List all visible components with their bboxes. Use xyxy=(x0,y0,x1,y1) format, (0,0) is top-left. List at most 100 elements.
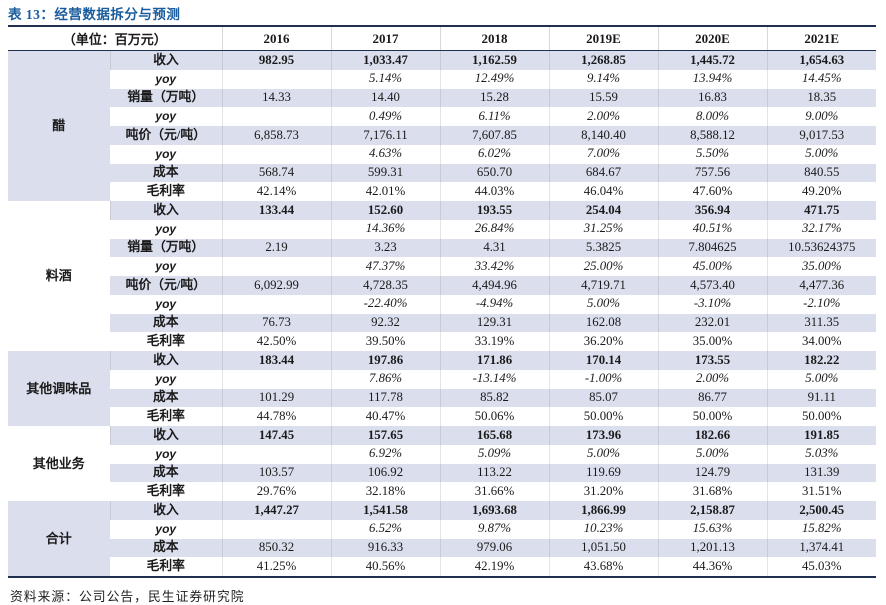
value-cell: 6.52% xyxy=(330,519,441,539)
value-cell: 182.22 xyxy=(766,351,877,370)
value-cell: 26.84% xyxy=(439,219,550,239)
value-cell xyxy=(221,444,332,464)
value-cell: 15.82% xyxy=(766,519,877,539)
value-cell: 18.35 xyxy=(766,88,877,108)
value-cell: 311.35 xyxy=(766,313,877,333)
row-label: yoy xyxy=(155,259,177,274)
value-cell: 5.00% xyxy=(657,444,768,464)
value-cell: 5.03% xyxy=(766,444,877,464)
value-cell: 44.36% xyxy=(657,557,768,577)
value-cell: -13.14% xyxy=(439,369,550,389)
value-cell: 31.68% xyxy=(657,482,768,501)
value-cell: 6.92% xyxy=(330,444,441,464)
value-cell: 599.31 xyxy=(330,163,441,183)
value-cell: 40.51% xyxy=(657,219,768,239)
value-cell: 34.00% xyxy=(766,332,877,351)
value-cell: 15.63% xyxy=(657,519,768,539)
value-cell: 4,477.36 xyxy=(766,276,877,295)
value-cell: 35.00% xyxy=(766,257,877,276)
value-cell: 31.66% xyxy=(439,482,550,501)
table-row: 醋收入 982.95 1,033.47 1,162.59 1,268.85 1,445.7… xyxy=(8,50,877,201)
value-cell: 113.22 xyxy=(439,463,550,483)
column-header-2018: 2018 xyxy=(439,25,550,51)
value-cell: 124.79 xyxy=(657,463,768,483)
group-label: 醋 xyxy=(8,50,110,201)
value-cell: 6,092.99 xyxy=(221,276,332,295)
value-cell: 2.00% xyxy=(548,107,659,126)
table-row: yoy 7.86% -13.14% -1.00% 2.00% 5.00% xyxy=(8,369,877,389)
value-cell: 757.56 xyxy=(657,163,768,183)
value-cell: 6.02% xyxy=(439,144,550,164)
value-cell: 44.78% xyxy=(221,407,332,426)
value-cell: 2.00% xyxy=(657,369,768,389)
table-row: 成本 568.74 599.31 650.70 684.67 757.56 840.55 xyxy=(8,163,877,183)
group-label: 其他调味品 xyxy=(8,351,110,426)
value-cell: 40.56% xyxy=(330,557,441,577)
value-cell: 1,374.41 xyxy=(766,538,877,558)
value-cell: 7,176.11 xyxy=(330,126,441,145)
value-cell: 6,858.73 xyxy=(221,126,332,145)
value-cell: 0.49% xyxy=(330,107,441,126)
value-cell: 14.40 xyxy=(330,88,441,108)
value-cell: 982.95 xyxy=(221,50,332,70)
row-label: 吨价（元/吨） xyxy=(110,276,223,295)
table-row: 合计 收入 1,447.27 1,541.58 1,693.68 1,866.99 2,15… xyxy=(8,501,877,577)
row-label: yoy xyxy=(155,221,177,236)
row-label: 销量（万吨） xyxy=(110,88,223,108)
table-row: 毛利率 42.14% 42.01% 44.03% 46.04% 47.60% 49.20% xyxy=(8,182,877,201)
value-cell: 45.03% xyxy=(766,557,877,577)
row-label: 销量（万吨） xyxy=(110,238,223,258)
value-cell: 33.19% xyxy=(439,332,550,351)
value-cell: 1,866.99 xyxy=(548,501,659,520)
value-cell: 133.44 xyxy=(221,201,332,220)
row-label: yoy xyxy=(155,71,177,86)
value-cell: 5.3825 xyxy=(548,238,659,258)
column-header-2019e: 2019E xyxy=(548,25,659,51)
value-cell xyxy=(221,144,332,164)
value-cell: 1,051.50 xyxy=(548,538,659,558)
value-cell: 152.60 xyxy=(330,201,441,220)
row-label: 毛利率 xyxy=(146,333,185,348)
value-cell: 47.60% xyxy=(657,182,768,201)
value-cell: 173.55 xyxy=(657,351,768,370)
table-row: 其他业务 收入 147.45 157.65 165.68 173.96 182.66 191.… xyxy=(8,426,877,501)
table-row: 成本 101.29 117.78 85.82 85.07 86.77 91.11 xyxy=(8,388,877,408)
value-cell: 9.00% xyxy=(766,107,877,126)
value-cell: 1,541.58 xyxy=(330,501,441,520)
row-label: 收入 xyxy=(109,351,223,370)
row-label: 收入 xyxy=(109,501,223,520)
table-row: yoy 4.63% 6.02% 7.00% 5.50% 5.00% xyxy=(8,144,877,164)
value-cell: 850.32 xyxy=(221,538,332,558)
value-cell: 31.51% xyxy=(766,482,877,501)
value-cell: 41.25% xyxy=(221,557,332,577)
table-row: yoy 47.37% 33.42% 25.00% 45.00% 35.00% xyxy=(8,257,877,276)
value-cell: 1,693.68 xyxy=(439,501,550,520)
value-cell: 5.00% xyxy=(548,294,659,314)
value-cell: 5.00% xyxy=(766,369,877,389)
value-cell: 32.18% xyxy=(330,482,441,501)
column-header-2016: 2016 xyxy=(221,25,332,51)
table-row: 成本 103.57 106.92 113.22 119.69 124.79 131.39 xyxy=(8,463,877,483)
row-label: yoy xyxy=(155,446,177,461)
row-label: 收入 xyxy=(109,50,223,70)
value-cell: 568.74 xyxy=(221,163,332,183)
group-label: 合计 xyxy=(8,501,110,577)
value-cell: 85.07 xyxy=(548,388,659,408)
row-label: 吨价（元/吨） xyxy=(110,126,223,145)
value-cell: 9.14% xyxy=(548,69,659,89)
column-header-2021e: 2021E xyxy=(766,25,877,51)
row-label: yoy xyxy=(155,371,177,386)
table-row: 成本 76.73 92.32 129.31 162.08 232.01 311.35 xyxy=(8,313,877,333)
value-cell: 42.50% xyxy=(221,332,332,351)
value-cell: 4,573.40 xyxy=(657,276,768,295)
column-header-2020e: 2020E xyxy=(657,25,768,51)
value-cell: 10.53624375 xyxy=(766,238,877,258)
value-cell: 16.83 xyxy=(657,88,768,108)
value-cell: -2.10% xyxy=(766,294,877,314)
value-cell xyxy=(221,519,332,539)
value-cell: 2.19 xyxy=(221,238,332,258)
value-cell: 165.68 xyxy=(439,426,550,445)
value-cell: 356.94 xyxy=(657,201,768,220)
value-cell: 5.14% xyxy=(330,69,441,89)
value-cell: 44.03% xyxy=(439,182,550,201)
